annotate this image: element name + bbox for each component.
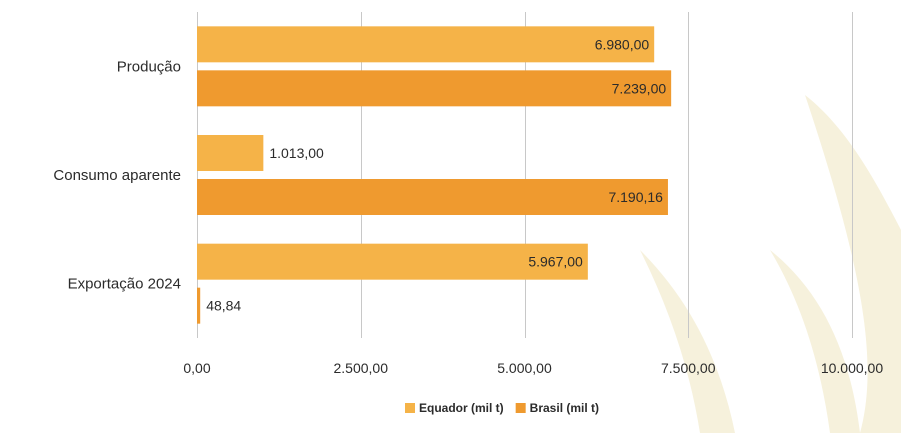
bar-equador-2 <box>197 243 588 280</box>
bar-brasil-0 <box>197 70 672 107</box>
category-labels: Produção Consumo aparente Exportação 2024 <box>53 58 181 292</box>
bar-brasil-1 <box>197 179 668 215</box>
category-label-2: Exportação 2024 <box>68 276 181 293</box>
legend-label-1: Brasil (mil t) <box>530 401 599 415</box>
bars <box>197 26 672 324</box>
x-tick-label-2: 5.000,00 <box>497 360 552 376</box>
value-label-brasil-2: 48,84 <box>206 298 241 314</box>
category-label-0: Produção <box>117 58 181 75</box>
value-label-equador-1: 1.013,00 <box>269 145 324 161</box>
legend-swatch-1 <box>515 403 526 413</box>
value-label-brasil-1: 7.190,16 <box>608 189 663 205</box>
leaf-watermark <box>640 95 901 433</box>
bar-brasil-2 <box>197 287 201 324</box>
category-label-1: Consumo aparente <box>53 167 181 184</box>
gridlines <box>197 12 853 338</box>
x-tick-label-0: 0,00 <box>183 360 210 376</box>
legend-swatch-0 <box>405 403 415 413</box>
legend: Equador (mil t) Brasil (mil t) <box>405 401 599 415</box>
x-tick-labels: 0,00 2.500,00 5.000,00 7.500,00 10.000,00 <box>183 360 883 376</box>
x-tick-label-3: 7.500,00 <box>661 360 716 376</box>
value-label-equador-0: 6.980,00 <box>595 36 650 52</box>
legend-label-0: Equador (mil t) <box>419 401 504 415</box>
value-labels: 6.980,00 7.239,00 1.013,00 7.190,16 5.967,00… <box>206 36 666 313</box>
x-tick-label-4: 10.000,00 <box>821 360 883 376</box>
bar-equador-1 <box>197 135 264 171</box>
value-label-brasil-0: 7.239,00 <box>612 80 667 96</box>
value-label-equador-2: 5.967,00 <box>528 254 583 270</box>
x-tick-label-1: 2.500,00 <box>334 360 389 376</box>
bar-equador-0 <box>197 26 655 63</box>
